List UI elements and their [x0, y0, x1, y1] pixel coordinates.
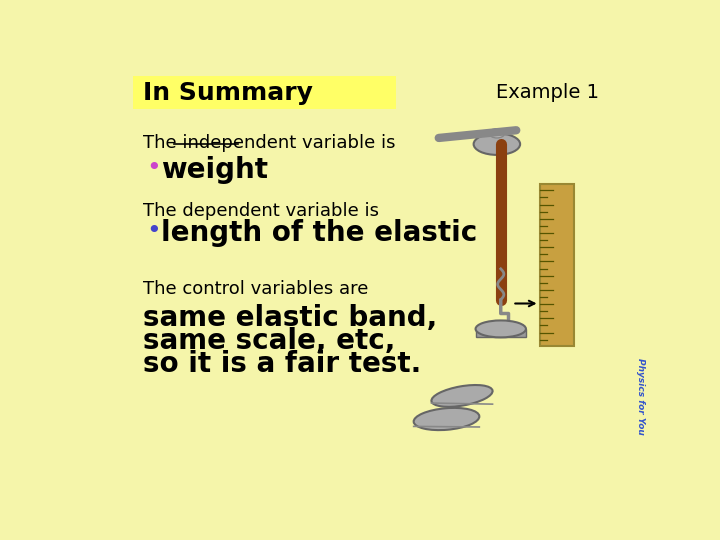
Text: Example 1: Example 1: [496, 83, 599, 102]
Text: same scale, etc,: same scale, etc,: [143, 327, 395, 355]
Text: so it is a fair test.: so it is a fair test.: [143, 350, 421, 377]
Ellipse shape: [431, 385, 492, 407]
Ellipse shape: [474, 133, 520, 155]
Ellipse shape: [476, 320, 526, 338]
Text: same elastic band,: same elastic band,: [143, 303, 437, 332]
Bar: [476, 329, 526, 336]
Text: •: •: [145, 156, 161, 180]
Bar: [132, 76, 396, 109]
Ellipse shape: [414, 408, 480, 430]
Text: In Summary: In Summary: [143, 80, 312, 105]
Text: weight: weight: [161, 156, 269, 184]
Text: The control variables are: The control variables are: [143, 280, 368, 299]
Text: length of the elastic: length of the elastic: [161, 219, 477, 247]
Ellipse shape: [489, 129, 505, 138]
Text: Physics for You: Physics for You: [636, 357, 644, 434]
Bar: [539, 184, 575, 346]
Text: The dependent variable is: The dependent variable is: [143, 202, 379, 220]
Text: The independent variable is: The independent variable is: [143, 134, 395, 152]
Text: •: •: [145, 219, 161, 243]
